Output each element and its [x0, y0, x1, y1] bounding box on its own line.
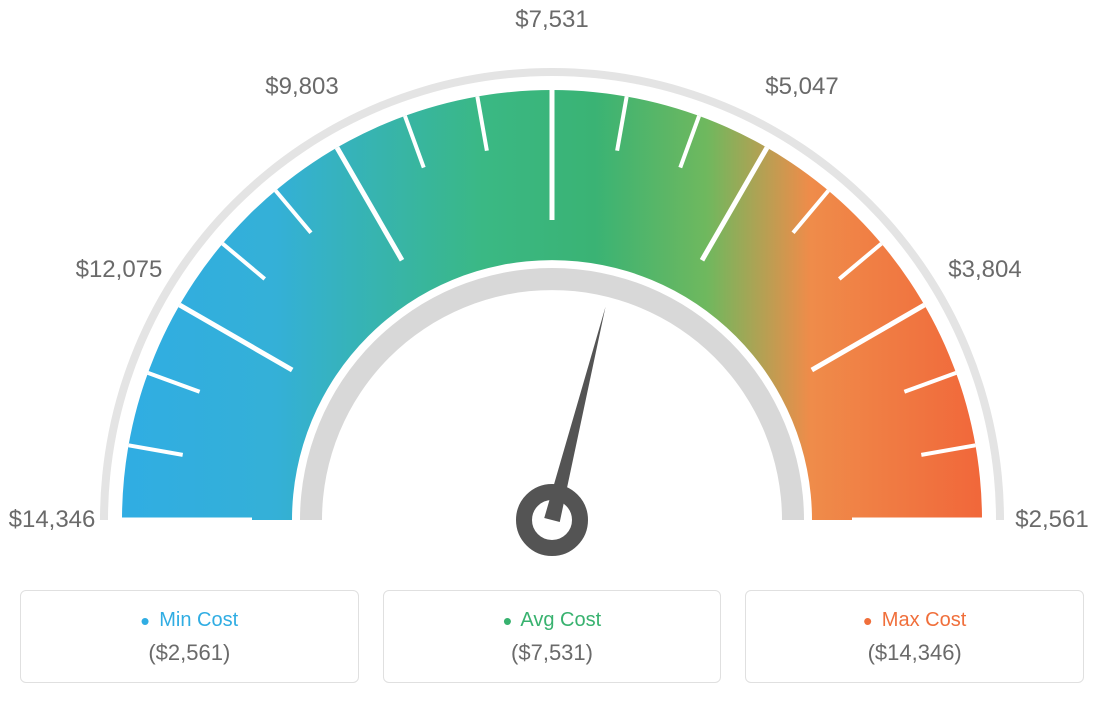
legend-max-label: Max Cost	[882, 609, 966, 631]
gauge-tick-label: $7,531	[515, 6, 588, 34]
legend-max-value: ($14,346)	[746, 640, 1083, 666]
gauge-tick-label: $2,561	[1015, 506, 1088, 534]
legend-min-label: Min Cost	[159, 609, 238, 631]
cost-gauge-container: $2,561$3,804$5,047$7,531$9,803$12,075$14…	[20, 20, 1084, 683]
gauge-chart: $2,561$3,804$5,047$7,531$9,803$12,075$14…	[20, 20, 1084, 580]
legend-card-avg: • Avg Cost ($7,531)	[383, 590, 722, 683]
legend-card-max: • Max Cost ($14,346)	[745, 590, 1084, 683]
legend-min-title: • Min Cost	[21, 609, 358, 632]
legend-avg-value: ($7,531)	[384, 640, 721, 666]
legend-avg-title: • Avg Cost	[384, 609, 721, 632]
legend-row: • Min Cost ($2,561) • Avg Cost ($7,531) …	[20, 590, 1084, 683]
gauge-tick-label: $5,047	[765, 73, 838, 101]
legend-avg-label: Avg Cost	[520, 609, 601, 631]
gauge-tick-label: $9,803	[265, 73, 338, 101]
gauge-svg	[20, 20, 1084, 580]
gauge-tick-label: $14,346	[9, 506, 96, 534]
legend-min-value: ($2,561)	[21, 640, 358, 666]
gauge-tick-label: $12,075	[76, 256, 163, 284]
gauge-tick-label: $3,804	[948, 256, 1021, 284]
legend-card-min: • Min Cost ($2,561)	[20, 590, 359, 683]
legend-max-title: • Max Cost	[746, 609, 1083, 632]
